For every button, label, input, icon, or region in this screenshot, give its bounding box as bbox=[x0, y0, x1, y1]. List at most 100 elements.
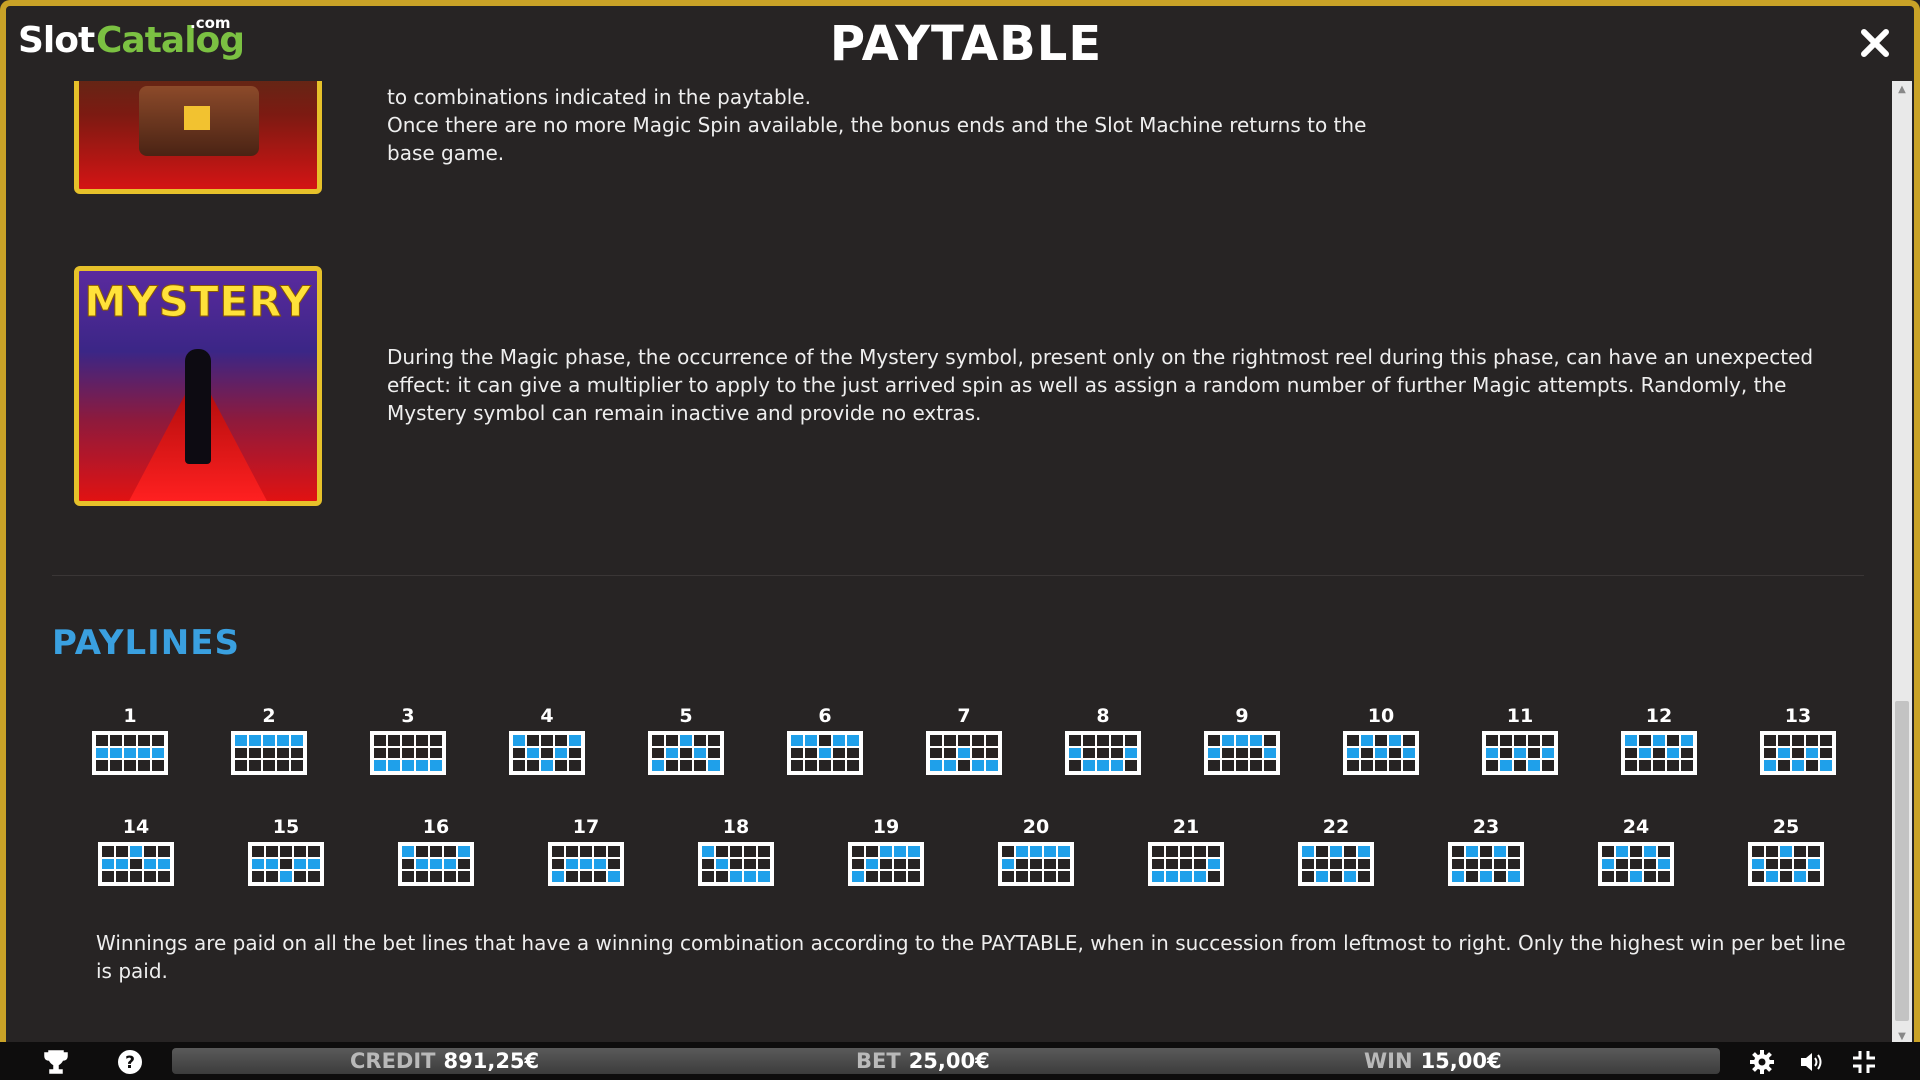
payline-cell-active bbox=[1602, 858, 1614, 870]
payline-cell bbox=[819, 735, 831, 746]
payline-cell-active bbox=[110, 747, 122, 759]
payline-cell-active bbox=[1316, 871, 1328, 882]
payline-cell bbox=[1347, 760, 1359, 771]
payline-cell bbox=[1330, 858, 1342, 870]
payline-cell bbox=[1806, 735, 1818, 746]
payline-cell bbox=[1466, 871, 1478, 882]
payline-cell-active bbox=[555, 747, 567, 759]
payline-cell-active bbox=[744, 871, 756, 882]
credit-label: CREDIT bbox=[350, 1049, 436, 1073]
payline-cell bbox=[138, 735, 150, 746]
payline-diagram bbox=[509, 731, 585, 775]
payline-diagram bbox=[1343, 731, 1419, 775]
payline-cell-active bbox=[594, 858, 606, 870]
payline-cell bbox=[263, 760, 275, 771]
payline-cell bbox=[1630, 846, 1642, 857]
payline-cell-active bbox=[1616, 846, 1628, 857]
trophy-icon[interactable] bbox=[42, 1048, 70, 1076]
payline-cell bbox=[130, 871, 142, 882]
payline-diagram bbox=[231, 731, 307, 775]
win-display: WIN 15,00€ bbox=[1364, 1048, 1502, 1074]
payline-cell bbox=[102, 871, 114, 882]
payline-cell bbox=[555, 760, 567, 771]
payline-cell bbox=[541, 735, 553, 746]
payline-cell bbox=[708, 747, 720, 759]
payline-cell-active bbox=[1480, 871, 1492, 882]
payline-cell bbox=[1222, 760, 1234, 771]
payline-number: 18 bbox=[722, 816, 750, 838]
payline-cell bbox=[249, 760, 261, 771]
payline-cell-active bbox=[1625, 735, 1637, 746]
payline-diagram bbox=[1204, 731, 1280, 775]
payline-item: 9 bbox=[1202, 705, 1282, 775]
payline-cell-active bbox=[1752, 858, 1764, 870]
win-value: 15,00€ bbox=[1420, 1049, 1502, 1073]
payline-cell bbox=[277, 747, 289, 759]
scrollbar-thumb[interactable] bbox=[1895, 701, 1909, 1021]
payline-cell-active bbox=[1486, 747, 1498, 759]
payline-cell-active bbox=[1466, 846, 1478, 857]
magic-spin-symbol-image bbox=[74, 81, 322, 194]
payline-cell bbox=[1236, 747, 1248, 759]
scroll-up-arrow-icon[interactable]: ▲ bbox=[1898, 84, 1906, 95]
payline-item: 23 bbox=[1446, 816, 1526, 886]
payline-cell-active bbox=[430, 858, 442, 870]
paytable-content[interactable]: to combinations indicated in the paytabl… bbox=[14, 81, 1900, 1046]
payline-cell-active bbox=[847, 735, 859, 746]
payline-cell bbox=[152, 760, 164, 771]
payline-cell bbox=[944, 747, 956, 759]
payline-cell bbox=[680, 760, 692, 771]
payline-cell-active bbox=[666, 747, 678, 759]
payline-cell bbox=[1494, 871, 1506, 882]
fullscreen-exit-icon[interactable] bbox=[1850, 1048, 1878, 1076]
payline-diagram bbox=[998, 842, 1074, 886]
payline-cell-active bbox=[1658, 858, 1670, 870]
payline-item: 4 bbox=[507, 705, 587, 775]
payline-cell bbox=[1058, 871, 1070, 882]
gear-icon[interactable] bbox=[1748, 1048, 1776, 1076]
payline-cell bbox=[249, 747, 261, 759]
man-silhouette-shape bbox=[185, 349, 211, 464]
payline-number: 10 bbox=[1367, 705, 1395, 727]
payline-cell-active bbox=[852, 871, 864, 882]
logo-com-text: .com bbox=[190, 14, 231, 32]
payline-cell bbox=[852, 858, 864, 870]
payline-item: 22 bbox=[1296, 816, 1376, 886]
payline-number: 12 bbox=[1645, 705, 1673, 727]
vertical-scrollbar[interactable]: ▲ ▼ bbox=[1892, 81, 1912, 1046]
payline-cell-active bbox=[1794, 871, 1806, 882]
payline-cell bbox=[541, 747, 553, 759]
payline-cell bbox=[908, 858, 920, 870]
payline-cell-active bbox=[1681, 735, 1693, 746]
payline-cell bbox=[1316, 846, 1328, 857]
payline-cell-active bbox=[1639, 747, 1651, 759]
payline-cell bbox=[1764, 735, 1776, 746]
payline-item: 15 bbox=[246, 816, 326, 886]
payline-cell-active bbox=[541, 760, 553, 771]
payline-cell-active bbox=[1500, 760, 1512, 771]
payline-cell bbox=[1780, 871, 1792, 882]
payline-cell-active bbox=[986, 760, 998, 771]
payline-cell-active bbox=[552, 871, 564, 882]
help-icon[interactable]: ? bbox=[116, 1048, 144, 1076]
payline-cell bbox=[1452, 846, 1464, 857]
payline-cell-active bbox=[1528, 760, 1540, 771]
payline-cell-active bbox=[1361, 735, 1373, 746]
bet-value: 25,00€ bbox=[908, 1049, 990, 1073]
payline-cell bbox=[1452, 858, 1464, 870]
payline-cell-active bbox=[1236, 735, 1248, 746]
payline-cell bbox=[1658, 846, 1670, 857]
close-icon[interactable] bbox=[1858, 26, 1892, 60]
payline-cell bbox=[1778, 735, 1790, 746]
payline-cell bbox=[430, 846, 442, 857]
payline-item: 11 bbox=[1480, 705, 1560, 775]
paytable-window: Slot Catalog .com PAYTABLE to combinatio… bbox=[0, 0, 1920, 1046]
payline-cell bbox=[894, 871, 906, 882]
payline-cell bbox=[608, 846, 620, 857]
payline-number: 24 bbox=[1622, 816, 1650, 838]
payline-cell-active bbox=[416, 858, 428, 870]
payline-cell bbox=[513, 760, 525, 771]
bet-label: BET bbox=[856, 1049, 901, 1073]
speaker-icon[interactable] bbox=[1798, 1048, 1826, 1076]
scroll-down-arrow-icon[interactable]: ▼ bbox=[1898, 1031, 1906, 1042]
